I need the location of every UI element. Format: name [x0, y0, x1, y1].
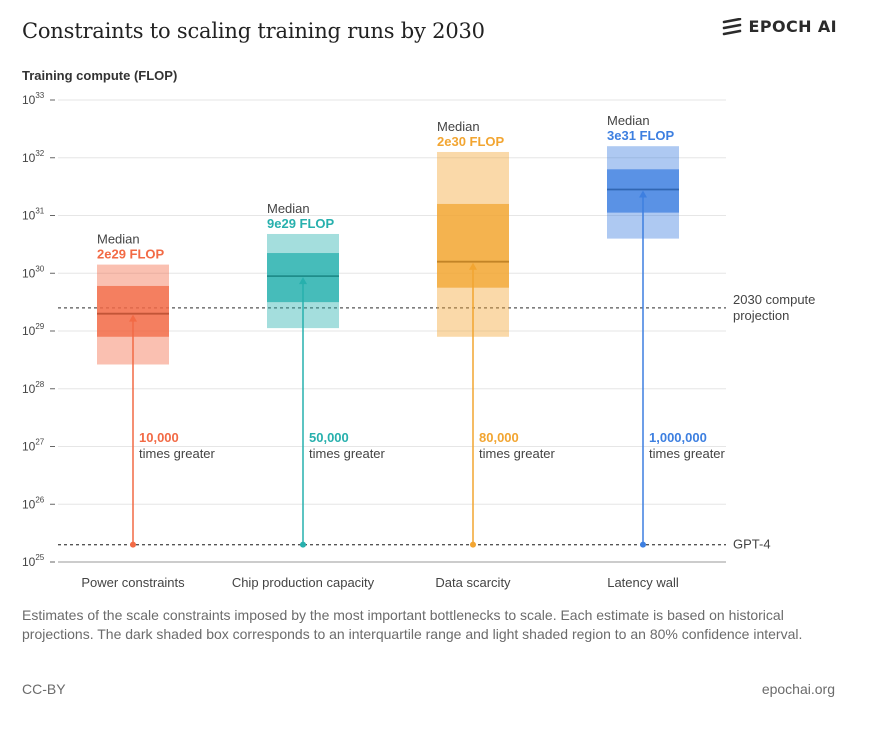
arrow-head: [639, 190, 647, 198]
y-tick-label: 1027: [22, 438, 45, 454]
y-tick-exponent: 31: [35, 207, 44, 216]
brand-name: EPOCH AI: [748, 17, 837, 36]
y-tick-exponent: 30: [35, 264, 44, 273]
y-tick-base: 10: [22, 382, 36, 396]
multiplier-suffix: times greater: [139, 446, 216, 461]
chart-caption: Estimates of the scale constraints impos…: [22, 607, 803, 642]
y-tick-exponent: 25: [35, 553, 44, 562]
y-tick-label: 1025: [22, 553, 45, 569]
x-category-label: Data scarcity: [435, 575, 511, 590]
y-tick-base: 10: [22, 555, 36, 569]
site-link[interactable]: epochai.org: [761, 681, 835, 697]
y-tick-base: 10: [22, 93, 36, 107]
reference-line-label: GPT-4: [733, 537, 771, 552]
y-tick-base: 10: [22, 324, 36, 338]
multiplier-value: 1,000,000: [649, 430, 707, 445]
median-value-label: 2e30 FLOP: [437, 134, 505, 149]
y-tick-base: 10: [22, 209, 36, 223]
multiplier-value: 80,000: [479, 430, 519, 445]
reference-line-label: 2030 compute: [733, 292, 815, 307]
median-value-label: 9e29 FLOP: [267, 216, 335, 231]
reference-line-label: projection: [733, 308, 789, 323]
arrow-origin-dot: [300, 541, 306, 548]
arrow-head: [469, 262, 477, 270]
multiplier-suffix: times greater: [649, 446, 726, 461]
y-tick-label: 1031: [22, 207, 45, 223]
y-tick-exponent: 28: [35, 380, 44, 389]
epoch-logo-icon: [722, 17, 741, 35]
x-category-label: Chip production capacity: [232, 575, 375, 590]
y-tick-exponent: 29: [35, 322, 44, 331]
y-tick-label: 1030: [22, 264, 45, 280]
x-category-label: Latency wall: [607, 575, 679, 590]
multiplier-suffix: times greater: [309, 446, 386, 461]
arrow-origin-dot: [130, 541, 136, 548]
y-tick-exponent: 27: [35, 438, 44, 447]
median-label: Median: [607, 113, 650, 128]
multiplier-value: 10,000: [139, 430, 179, 445]
y-tick-exponent: 32: [35, 149, 44, 158]
multiplier-value: 50,000: [309, 430, 349, 445]
license-label: CC-BY: [22, 681, 66, 697]
x-category-label: Power constraints: [81, 575, 185, 590]
median-label: Median: [267, 201, 310, 216]
arrow-origin-dot: [640, 541, 646, 548]
y-tick-base: 10: [22, 266, 36, 280]
y-tick-base: 10: [22, 440, 36, 454]
y-tick-base: 10: [22, 497, 36, 511]
y-tick-label: 1029: [22, 322, 45, 338]
y-axis-label: Training compute (FLOP): [22, 68, 178, 83]
y-tick-exponent: 26: [35, 495, 44, 504]
median-value-label: 2e29 FLOP: [97, 247, 165, 262]
multiplier-suffix: times greater: [479, 446, 556, 461]
arrow-origin-dot: [470, 541, 476, 548]
y-tick-label: 1033: [22, 91, 45, 107]
y-tick-label: 1026: [22, 495, 45, 511]
median-label: Median: [437, 119, 480, 134]
chart-title: Constraints to scaling training runs by …: [22, 19, 485, 43]
box-plot-chart: 1025102610271028102910301031103210332030…: [22, 91, 815, 590]
median-value-label: 3e31 FLOP: [607, 128, 675, 143]
epoch-ai-logo: EPOCH AI: [722, 17, 838, 36]
median-label: Median: [97, 232, 140, 247]
y-tick-label: 1032: [22, 149, 45, 165]
y-tick-base: 10: [22, 151, 36, 165]
y-tick-exponent: 33: [35, 91, 44, 100]
y-tick-label: 1028: [22, 380, 45, 396]
arrow-head: [299, 277, 307, 285]
arrow-head: [129, 314, 137, 322]
